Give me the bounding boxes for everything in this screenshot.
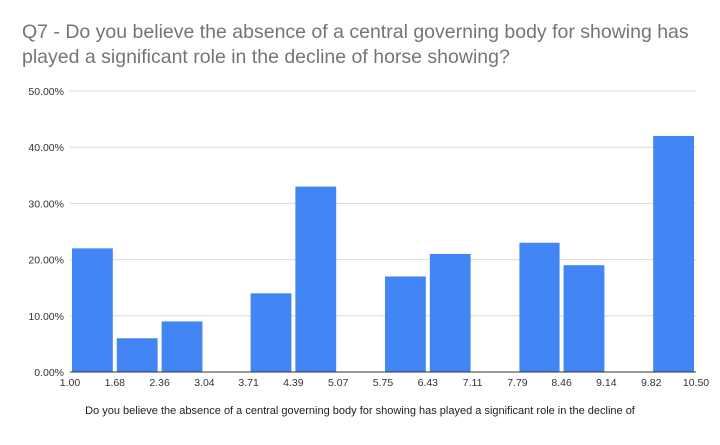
x-tick-label: 5.75 — [373, 377, 394, 389]
histogram-bar — [385, 276, 426, 372]
x-tick-label: 6.43 — [418, 377, 439, 389]
histogram-bar — [295, 186, 337, 372]
x-tick-label: 8.46 — [551, 377, 572, 389]
x-tick-label: 1.00 — [60, 377, 81, 389]
x-axis-label: Do you believe the absence of a central … — [85, 405, 635, 417]
x-tick-label: 4.39 — [283, 377, 304, 389]
x-tick-label: 5.07 — [328, 377, 349, 389]
histogram-bar — [429, 253, 471, 372]
chart-title: Q7 - Do you believe the absence of a cen… — [22, 21, 689, 68]
y-tick-label: 10.00% — [28, 311, 64, 323]
y-tick-label: 50.00% — [28, 86, 64, 98]
x-tick-label: 7.11 — [463, 377, 483, 389]
x-tick-label: 7.79 — [507, 377, 528, 389]
x-tick-label: 1.68 — [105, 377, 126, 389]
histogram-bar — [161, 321, 203, 372]
histogram-bar — [72, 248, 113, 372]
y-tick-label: 20.00% — [28, 255, 64, 267]
histogram-bar — [653, 135, 694, 372]
histogram-bar — [250, 293, 292, 372]
y-tick-label: 40.00% — [28, 142, 64, 154]
x-tick-label: 2.36 — [149, 377, 170, 389]
histogram-bar — [519, 242, 560, 372]
x-tick-label: 9.82 — [641, 377, 662, 389]
x-tick-label: 10.50 — [683, 377, 709, 389]
y-tick-label: 30.00% — [28, 198, 64, 210]
x-tick-label: 9.14 — [596, 377, 617, 389]
histogram-chart: 0.00% 10.00% 20.00% 30.00% 40.00% 50.00% 1.00 1… — [28, 86, 709, 389]
histogram-bar — [563, 265, 605, 372]
y-tick-label: 0.00% — [34, 367, 64, 379]
x-tick-label: 3.71 — [238, 377, 259, 389]
x-tick-label: 3.04 — [194, 377, 215, 389]
histogram-bar — [116, 338, 158, 372]
